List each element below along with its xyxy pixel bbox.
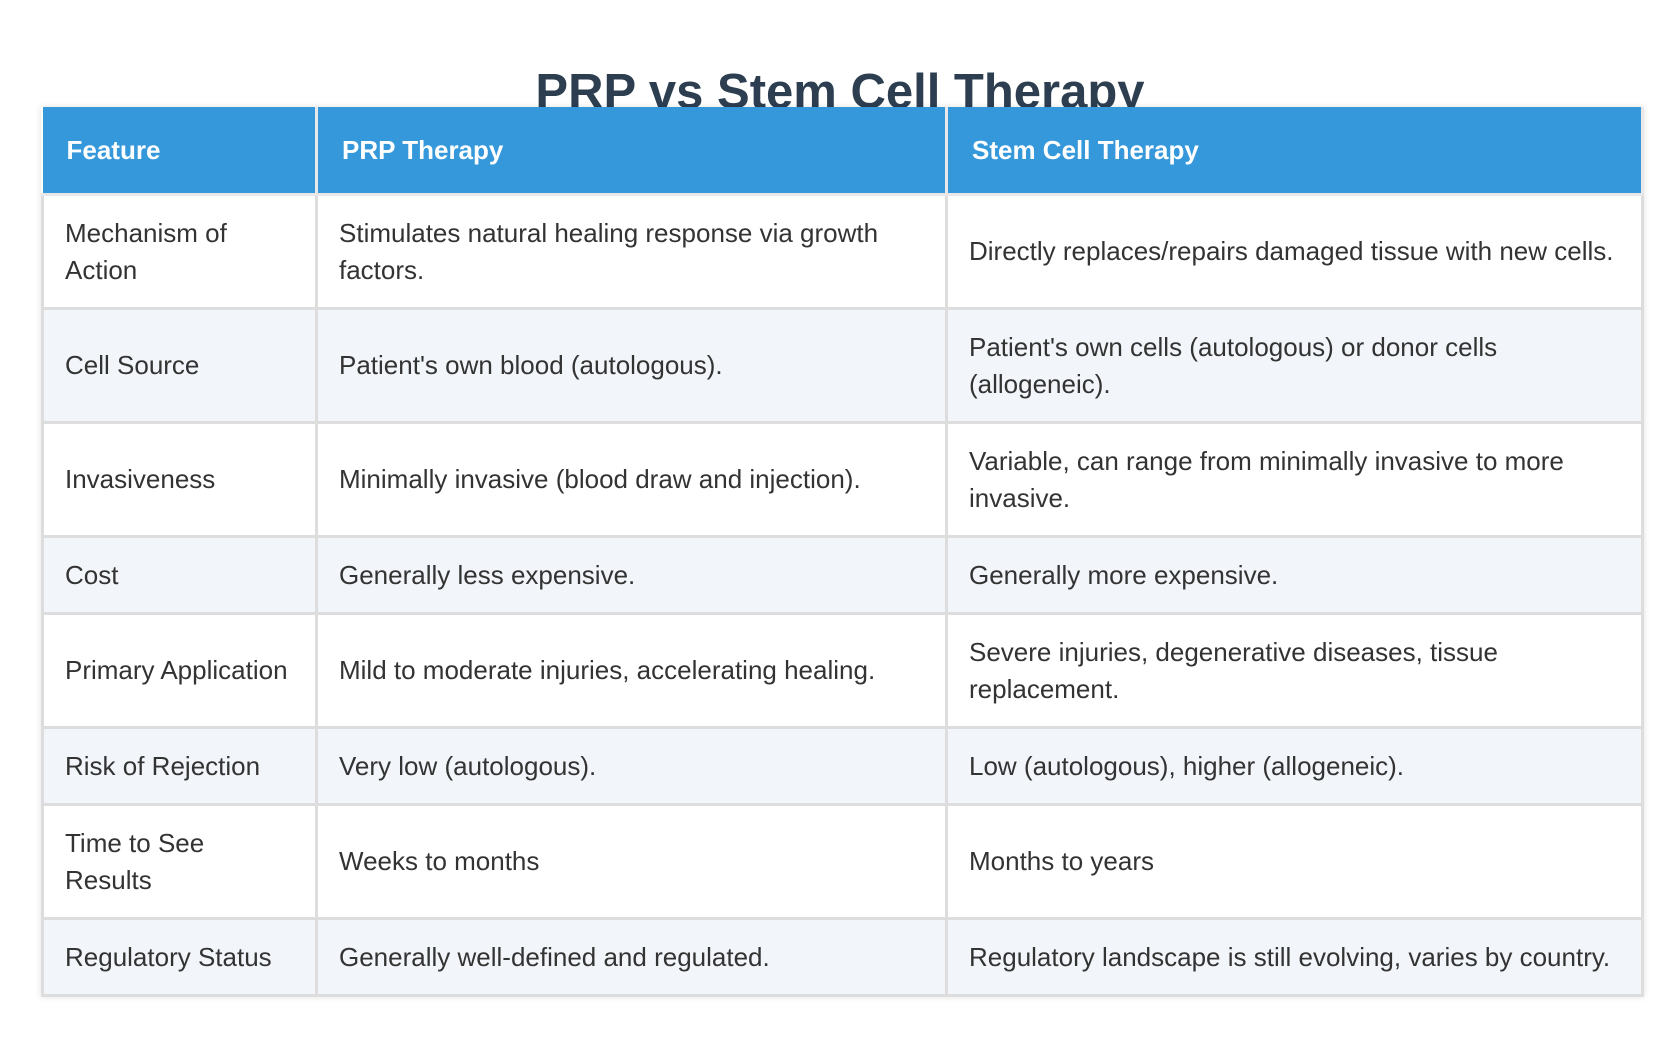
stem-cell-cell: Severe injuries, degenerative diseases, … — [945, 612, 1644, 729]
prp-cell: Mild to moderate injuries, accelerating … — [315, 612, 948, 729]
stem-cell-cell: Generally more expensive. — [945, 535, 1644, 615]
table-row: Regulatory Status Generally well-defined… — [41, 917, 1644, 997]
table-row: Time to See Results Weeks to months Mont… — [41, 803, 1644, 920]
stem-cell-cell: Months to years — [945, 803, 1644, 920]
stem-cell-cell: Variable, can range from minimally invas… — [945, 421, 1644, 538]
stem-cell-cell: Low (autologous), higher (allogeneic). — [945, 726, 1644, 806]
table-row: Mechanism of Action Stimulates natural h… — [41, 193, 1644, 310]
header-feature: Feature — [42, 107, 318, 196]
feature-cell: Time to See Results — [41, 803, 318, 920]
prp-cell: Very low (autologous). — [315, 726, 948, 806]
prp-cell: Minimally invasive (blood draw and injec… — [315, 421, 948, 538]
table-row: Risk of Rejection Very low (autologous).… — [41, 726, 1644, 806]
feature-cell: Primary Application — [41, 612, 318, 729]
stem-cell-cell: Directly replaces/repairs damaged tissue… — [945, 193, 1644, 310]
prp-cell: Patient's own blood (autologous). — [315, 307, 948, 424]
feature-cell: Cell Source — [41, 307, 318, 424]
feature-cell: Cost — [41, 535, 318, 615]
prp-cell: Generally less expensive. — [315, 535, 948, 615]
comparison-table: Feature PRP Therapy Stem Cell Therapy Me… — [41, 107, 1644, 997]
table-row: Invasiveness Minimally invasive (blood d… — [41, 421, 1644, 538]
feature-cell: Invasiveness — [41, 421, 318, 538]
table-row: Primary Application Mild to moderate inj… — [41, 612, 1644, 729]
stem-cell-cell: Regulatory landscape is still evolving, … — [945, 917, 1644, 997]
feature-cell: Mechanism of Action — [41, 193, 318, 310]
header-prp-therapy: PRP Therapy — [316, 107, 948, 196]
feature-cell: Regulatory Status — [41, 917, 318, 997]
table-row: Cell Source Patient's own blood (autolog… — [41, 307, 1644, 424]
table-row: Cost Generally less expensive. Generally… — [41, 535, 1644, 615]
header-stem-cell-therapy: Stem Cell Therapy — [946, 107, 1644, 196]
stem-cell-cell: Patient's own cells (autologous) or dono… — [945, 307, 1644, 424]
table-header-row: Feature PRP Therapy Stem Cell Therapy — [42, 107, 1644, 196]
prp-cell: Stimulates natural healing response via … — [315, 193, 948, 310]
prp-cell: Weeks to months — [315, 803, 948, 920]
prp-cell: Generally well-defined and regulated. — [315, 917, 948, 997]
feature-cell: Risk of Rejection — [41, 726, 318, 806]
